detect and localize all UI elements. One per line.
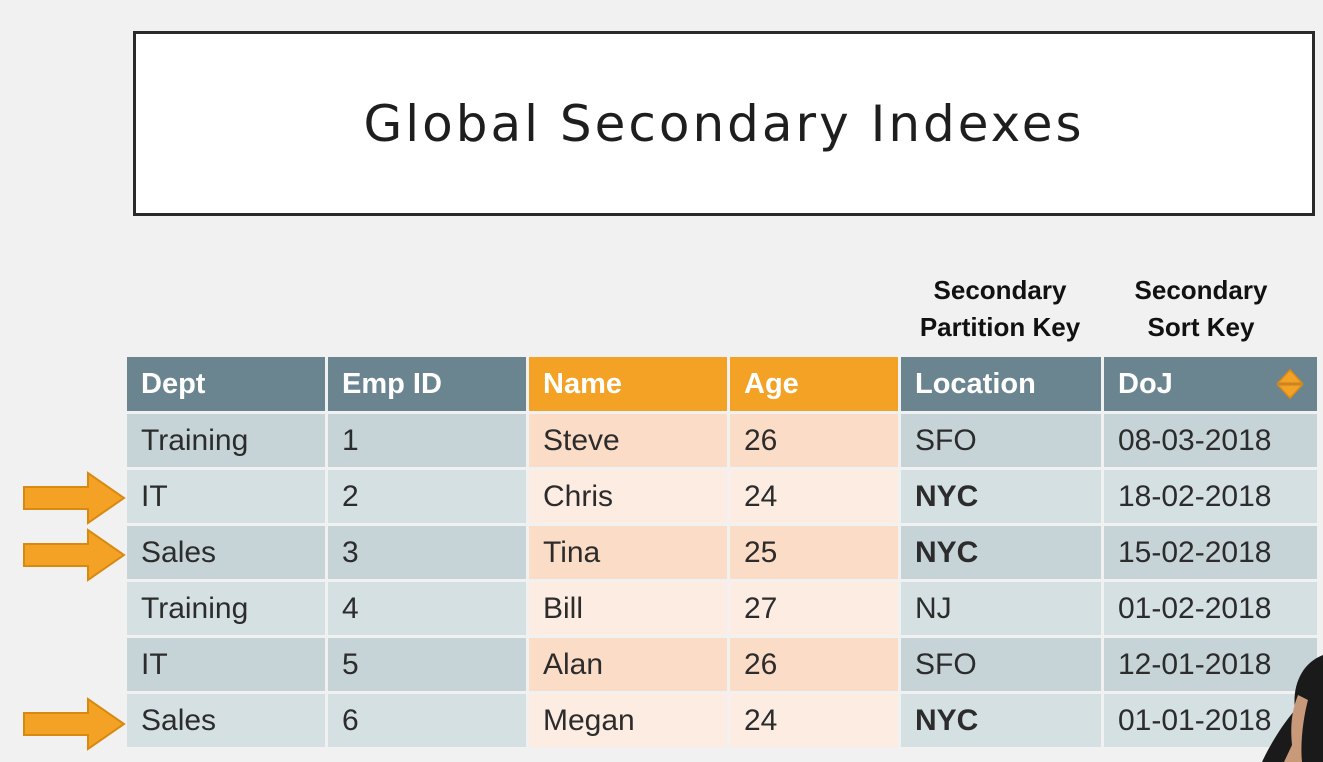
- table-row: Training 4 Bill 27 NJ 01-02-2018: [127, 582, 1317, 635]
- arrow-right-icon: [23, 471, 126, 525]
- cell-name: Bill: [529, 582, 727, 635]
- header-age: Age: [730, 357, 898, 411]
- cell-emp-id: 6: [328, 694, 526, 747]
- cell-age: 24: [730, 694, 898, 747]
- sort-icon: [1276, 368, 1304, 400]
- cell-emp-id: 2: [328, 470, 526, 523]
- arrow-right-icon: [23, 528, 126, 582]
- cell-name: Steve: [529, 414, 727, 467]
- cell-age: 26: [730, 414, 898, 467]
- table-row: IT 2 Chris 24 NYC 18-02-2018: [127, 470, 1317, 523]
- cell-emp-id: 1: [328, 414, 526, 467]
- cell-name: Chris: [529, 470, 727, 523]
- cell-location: NYC: [901, 694, 1101, 747]
- cell-doj: 12-01-2018: [1104, 638, 1317, 691]
- cell-dept: IT: [127, 470, 325, 523]
- presenter-silhouette: [1262, 655, 1323, 762]
- cell-doj: 15-02-2018: [1104, 526, 1317, 579]
- table-row: Sales 6 Megan 24 NYC 01-01-2018: [127, 694, 1317, 747]
- cell-age: 27: [730, 582, 898, 635]
- table-row: IT 5 Alan 26 SFO 12-01-2018: [127, 638, 1317, 691]
- cell-dept: Training: [127, 414, 325, 467]
- table-row: Training 1 Steve 26 SFO 08-03-2018: [127, 414, 1317, 467]
- cell-dept: IT: [127, 638, 325, 691]
- cell-emp-id: 5: [328, 638, 526, 691]
- header-name: Name: [529, 357, 727, 411]
- cell-age: 25: [730, 526, 898, 579]
- slide-title: Global Secondary Indexes: [363, 94, 1085, 153]
- cell-dept: Sales: [127, 526, 325, 579]
- secondary-sort-key-label: Secondary Sort Key: [1101, 272, 1301, 346]
- cell-dept: Training: [127, 582, 325, 635]
- header-dept: Dept: [127, 357, 325, 411]
- title-box: Global Secondary Indexes: [133, 31, 1315, 216]
- cell-age: 26: [730, 638, 898, 691]
- sort-key-line-2: Sort Key: [1147, 312, 1255, 342]
- cell-dept: Sales: [127, 694, 325, 747]
- cell-location: SFO: [901, 414, 1101, 467]
- table-header-row: Dept Emp ID Name Age Location DoJ: [127, 357, 1317, 411]
- cell-doj: 18-02-2018: [1104, 470, 1317, 523]
- cell-location: NYC: [901, 526, 1101, 579]
- header-doj: DoJ: [1104, 357, 1317, 411]
- cell-doj: 01-02-2018: [1104, 582, 1317, 635]
- partition-key-line-2: Partition Key: [919, 312, 1081, 342]
- sort-key-line-1: Secondary: [1134, 275, 1268, 305]
- cell-location: SFO: [901, 638, 1101, 691]
- cell-location: NJ: [901, 582, 1101, 635]
- secondary-partition-key-label: Secondary Partition Key: [900, 272, 1100, 346]
- employee-table: Dept Emp ID Name Age Location DoJ Traini…: [124, 354, 1320, 750]
- cell-emp-id: 4: [328, 582, 526, 635]
- table-row: Sales 3 Tina 25 NYC 15-02-2018: [127, 526, 1317, 579]
- cell-name: Alan: [529, 638, 727, 691]
- header-location: Location: [901, 357, 1101, 411]
- partition-key-line-1: Secondary: [933, 275, 1067, 305]
- cell-doj: 08-03-2018: [1104, 414, 1317, 467]
- cell-location: NYC: [901, 470, 1101, 523]
- header-emp-id: Emp ID: [328, 357, 526, 411]
- cell-emp-id: 3: [328, 526, 526, 579]
- cell-age: 24: [730, 470, 898, 523]
- cell-name: Megan: [529, 694, 727, 747]
- cell-name: Tina: [529, 526, 727, 579]
- header-doj-label: DoJ: [1118, 367, 1173, 400]
- arrow-right-icon: [23, 697, 126, 751]
